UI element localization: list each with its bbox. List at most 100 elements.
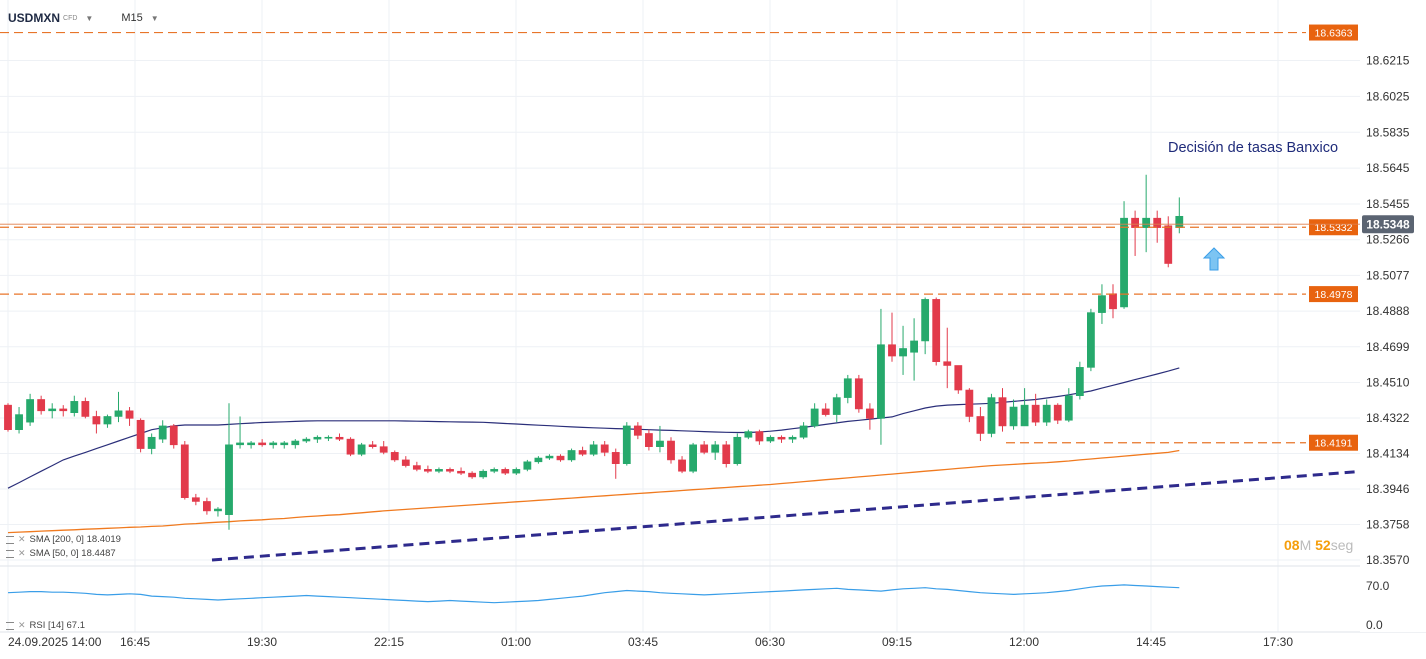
countdown-seconds-unit: seg <box>1330 537 1354 553</box>
candle-body <box>180 444 189 498</box>
trendline <box>211 470 1359 562</box>
rsi-panel: 70.0 0.0 <box>7 579 1390 632</box>
candle <box>1109 284 1117 319</box>
candle-body <box>1142 217 1151 228</box>
symbol-name[interactable]: USDMXN <box>8 11 61 25</box>
candles-layer[interactable] <box>4 174 1184 530</box>
candle-body <box>888 344 896 357</box>
x-tick-label: 19:30 <box>247 635 277 649</box>
level-tag <box>1309 434 1358 451</box>
candle-body <box>932 299 941 363</box>
candle-body <box>302 438 311 442</box>
candle <box>435 467 443 474</box>
candle <box>324 435 333 442</box>
candle-body <box>777 436 786 440</box>
y-tick-label: 18.4134 <box>1366 446 1410 460</box>
indicator-settings-icon[interactable] <box>6 535 14 544</box>
candle <box>512 467 521 476</box>
countdown-minutes-unit: M <box>1299 537 1312 553</box>
y-tick-label: 18.3570 <box>1366 553 1410 567</box>
y-tick-label: 18.6215 <box>1366 53 1410 67</box>
timeframe-dropdown-icon[interactable]: ▼ <box>150 13 159 23</box>
candle <box>1142 174 1151 253</box>
candle-body <box>147 436 156 449</box>
sma50-label: SMA [50, 0] 18.4487 <box>29 548 116 559</box>
levels-layer[interactable]: 18.6363 18.5332 18.4978 18.4191 <box>0 24 1360 451</box>
candle <box>622 422 631 466</box>
y-tick-label: 18.6025 <box>1366 89 1410 103</box>
candle <box>346 437 355 457</box>
x-tick-label: 16:45 <box>120 635 150 649</box>
remove-indicator-icon[interactable]: ✕ <box>18 620 26 630</box>
instrument-type: CFD <box>63 14 78 22</box>
candle-body <box>943 361 952 366</box>
candle-body <box>280 442 289 446</box>
candle-body <box>368 444 377 447</box>
candle-body <box>976 416 985 434</box>
candle-body <box>644 433 653 447</box>
candle-body <box>755 431 764 442</box>
candle-body <box>700 444 709 453</box>
sma200-label: SMA [200, 0] 18.4019 <box>29 534 121 545</box>
candle <box>810 403 819 428</box>
candle-body <box>622 425 631 464</box>
candle-body <box>203 501 211 512</box>
candle <box>711 441 720 460</box>
remove-indicator-icon[interactable]: ✕ <box>18 548 26 558</box>
indicator-settings-icon[interactable] <box>6 621 14 630</box>
candle <box>567 448 576 462</box>
sma200-legend[interactable]: ✕ SMA [200, 0] 18.4019 <box>6 534 121 545</box>
trendline-layer <box>211 470 1359 562</box>
rsi-legend[interactable]: ✕ RSI [14] 67.1 <box>6 620 85 631</box>
candle <box>103 414 112 428</box>
candle <box>4 403 12 432</box>
candle-body <box>435 469 443 472</box>
candle <box>479 469 488 479</box>
candle <box>335 433 344 442</box>
candle-body <box>1053 404 1062 421</box>
candle <box>280 441 289 449</box>
candle-body <box>1175 215 1184 228</box>
candle <box>258 439 267 447</box>
rsi-tick-label: 0.0 <box>1366 618 1383 632</box>
candle-body <box>1164 225 1173 264</box>
candle-body <box>4 404 12 430</box>
candle <box>180 441 189 500</box>
timeframe-selector[interactable]: M15 <box>121 12 143 24</box>
candle <box>1009 399 1018 430</box>
candle-body <box>158 425 167 440</box>
candle-body <box>678 459 686 472</box>
candle-body <box>556 455 565 461</box>
candle <box>191 493 200 506</box>
remove-indicator-icon[interactable]: ✕ <box>18 534 26 544</box>
y-tick-label: 18.5266 <box>1366 233 1410 247</box>
sma200-layer <box>7 449 1180 534</box>
candle <box>788 435 797 443</box>
candle <box>678 456 686 474</box>
candle-body <box>335 436 344 440</box>
indicator-settings-icon[interactable] <box>6 549 14 558</box>
candle-body <box>1109 293 1117 310</box>
sma50-legend[interactable]: ✕ SMA [50, 0] 18.4487 <box>6 548 116 559</box>
y-axis: 18.6215 18.6025 18.5835 18.5645 18.5455 18.52… <box>1360 0 1426 632</box>
candle-body <box>1020 404 1029 427</box>
candle <box>545 454 554 460</box>
candle-body <box>1009 406 1018 427</box>
y-tick-label: 18.4510 <box>1366 375 1410 389</box>
candle-body <box>998 397 1007 427</box>
y-axis-bg <box>1360 0 1426 632</box>
x-tick-label: 03:45 <box>628 635 658 649</box>
symbol-dropdown-icon[interactable]: ▼ <box>85 13 94 23</box>
candle-body <box>987 397 996 434</box>
candle <box>733 433 742 466</box>
candle-body <box>523 461 532 470</box>
x-tick-label: 09:15 <box>882 635 912 649</box>
candle-body <box>821 408 830 415</box>
candle-body <box>766 436 775 442</box>
candle <box>1120 201 1128 309</box>
candle-body <box>92 416 101 425</box>
candle-body <box>70 401 79 413</box>
candle <box>158 420 167 443</box>
candle <box>225 403 233 530</box>
